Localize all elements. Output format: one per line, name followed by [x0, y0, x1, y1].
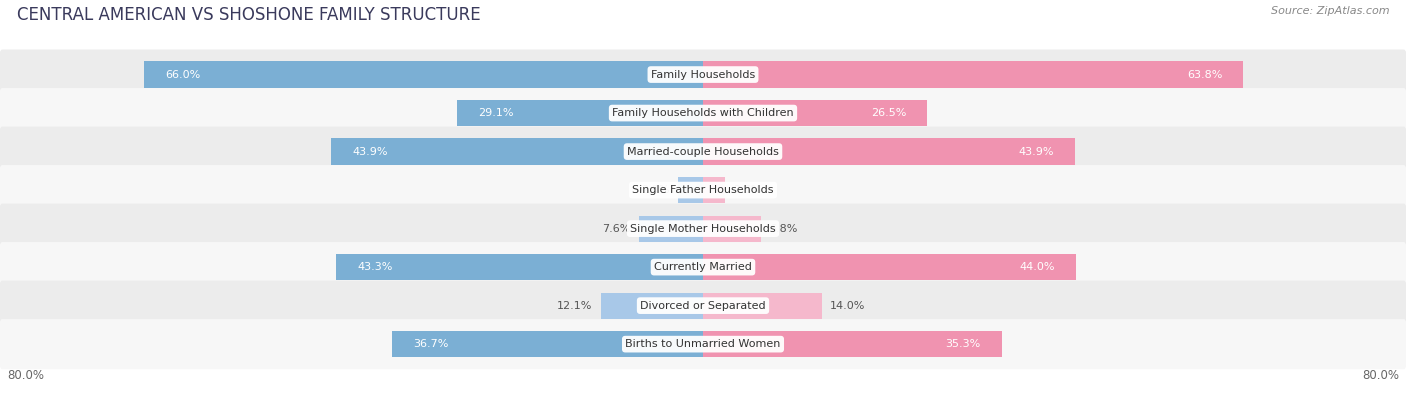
Bar — [457, 100, 703, 126]
Text: 2.6%: 2.6% — [734, 185, 762, 195]
Text: 35.3%: 35.3% — [946, 339, 981, 349]
FancyBboxPatch shape — [0, 165, 1406, 215]
Bar — [703, 254, 1076, 280]
Text: 43.9%: 43.9% — [1018, 147, 1053, 156]
Text: 63.8%: 63.8% — [1187, 70, 1222, 79]
Bar — [703, 62, 1243, 88]
Bar — [392, 331, 703, 357]
Text: 14.0%: 14.0% — [830, 301, 866, 310]
Text: 2.9%: 2.9% — [641, 185, 671, 195]
Text: Currently Married: Currently Married — [654, 262, 752, 272]
Bar — [638, 216, 703, 242]
Text: Married-couple Households: Married-couple Households — [627, 147, 779, 156]
Bar — [336, 254, 703, 280]
FancyBboxPatch shape — [0, 319, 1406, 369]
Text: Family Households with Children: Family Households with Children — [612, 108, 794, 118]
Text: 44.0%: 44.0% — [1019, 262, 1054, 272]
Text: Divorced or Separated: Divorced or Separated — [640, 301, 766, 310]
Text: 6.8%: 6.8% — [769, 224, 797, 233]
Bar — [703, 177, 725, 203]
Bar — [703, 331, 1002, 357]
Bar — [600, 293, 703, 319]
Text: 43.9%: 43.9% — [353, 147, 388, 156]
Text: Single Father Households: Single Father Households — [633, 185, 773, 195]
FancyBboxPatch shape — [0, 203, 1406, 254]
Text: Births to Unmarried Women: Births to Unmarried Women — [626, 339, 780, 349]
Bar — [703, 100, 928, 126]
Text: Single Mother Households: Single Mother Households — [630, 224, 776, 233]
Bar — [703, 216, 761, 242]
Text: 12.1%: 12.1% — [557, 301, 592, 310]
Bar — [703, 139, 1074, 165]
Text: 66.0%: 66.0% — [165, 70, 201, 79]
Bar — [143, 62, 703, 88]
FancyBboxPatch shape — [0, 280, 1406, 331]
Text: 36.7%: 36.7% — [413, 339, 449, 349]
FancyBboxPatch shape — [0, 242, 1406, 292]
Text: 26.5%: 26.5% — [870, 108, 907, 118]
FancyBboxPatch shape — [0, 126, 1406, 177]
Text: Family Households: Family Households — [651, 70, 755, 79]
Bar — [679, 177, 703, 203]
Text: Source: ZipAtlas.com: Source: ZipAtlas.com — [1271, 6, 1389, 16]
Text: CENTRAL AMERICAN VS SHOSHONE FAMILY STRUCTURE: CENTRAL AMERICAN VS SHOSHONE FAMILY STRU… — [17, 6, 481, 24]
Text: 7.6%: 7.6% — [602, 224, 630, 233]
Text: 43.3%: 43.3% — [357, 262, 392, 272]
FancyBboxPatch shape — [0, 88, 1406, 138]
Bar — [703, 293, 821, 319]
FancyBboxPatch shape — [0, 49, 1406, 100]
Text: 29.1%: 29.1% — [478, 108, 513, 118]
Bar — [332, 139, 703, 165]
